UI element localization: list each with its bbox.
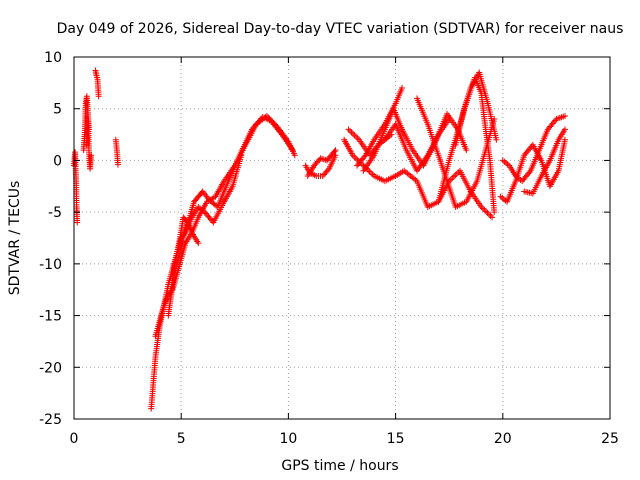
data-point [561, 126, 568, 133]
data-point [74, 219, 81, 226]
y-tick-label: -25 [39, 412, 62, 428]
data-point [332, 147, 339, 154]
data-point [88, 152, 95, 159]
data-point [323, 168, 330, 175]
y-tick-label: 0 [53, 153, 62, 169]
x-tick-label: 20 [494, 431, 512, 447]
data-point [195, 240, 202, 247]
x-tick-label: 5 [177, 431, 186, 447]
data-point [311, 162, 318, 169]
y-tick-label: 5 [53, 102, 62, 118]
data-point [320, 171, 327, 178]
axis-ticks: 0 5 10 15 20 25 -25 -20 -15 -10 -5 0 5 10 [39, 50, 619, 447]
x-axis-label: GPS time / hours [281, 458, 398, 474]
data-point [526, 169, 533, 176]
data-point [493, 136, 500, 143]
y-tick-label: -10 [39, 257, 62, 273]
data-point [183, 218, 190, 225]
data-point [95, 93, 102, 100]
data-points [71, 67, 568, 412]
x-tick-label: 15 [387, 431, 405, 447]
x-tick-label: 10 [279, 431, 297, 447]
data-point [324, 167, 331, 174]
data-point [561, 136, 568, 143]
data-point [319, 172, 326, 179]
data-point [331, 148, 338, 155]
data-point [446, 116, 453, 123]
data-point [313, 159, 320, 166]
data-point [312, 161, 319, 168]
data-point [561, 112, 568, 119]
x-tick-label: 25 [601, 431, 619, 447]
data-point [291, 152, 298, 159]
data-point [463, 147, 470, 154]
y-tick-label: -20 [39, 360, 62, 376]
data-point [322, 170, 329, 177]
data-point [399, 85, 406, 92]
y-tick-label: -15 [39, 309, 62, 325]
y-tick-label: 10 [44, 50, 62, 66]
data-point [114, 161, 121, 168]
plot-frame [73, 56, 611, 420]
data-point [489, 214, 496, 221]
data-point [314, 158, 321, 165]
x-tick-label: 0 [70, 431, 79, 447]
data-point [491, 209, 498, 216]
chart-title: Day 049 of 2026, Sidereal Day-to-day VTE… [57, 21, 624, 37]
y-axis-label: SDTVAR / TECUs [7, 181, 23, 296]
data-point [289, 147, 296, 154]
y-tick-label: -5 [48, 205, 62, 221]
data-point [361, 153, 368, 160]
